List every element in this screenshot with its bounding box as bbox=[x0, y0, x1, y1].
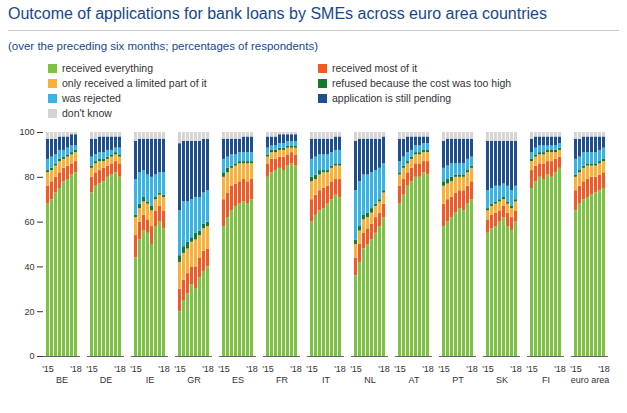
svg-text:'18: '18 bbox=[334, 364, 346, 374]
html-text:Outcome of applications for ba: Outcome of applications for bank loans b… bbox=[8, 5, 547, 22]
svg-text:'18: '18 bbox=[598, 364, 610, 374]
html-text:only received a limited part o: only received a limited part of it bbox=[62, 77, 207, 89]
svg-text:'18: '18 bbox=[290, 364, 302, 374]
svg-text:100: 100 bbox=[19, 127, 34, 137]
svg-text:IE: IE bbox=[146, 375, 155, 385]
svg-text:80: 80 bbox=[24, 172, 34, 182]
svg-text:'15: '15 bbox=[482, 364, 494, 374]
html-text:was rejected: was rejected bbox=[62, 92, 121, 104]
svg-text:40: 40 bbox=[24, 262, 34, 272]
svg-text:'15: '15 bbox=[350, 364, 362, 374]
svg-text:'18: '18 bbox=[554, 364, 566, 374]
svg-text:AT: AT bbox=[409, 375, 420, 385]
svg-text:'18: '18 bbox=[202, 364, 214, 374]
svg-text:'18: '18 bbox=[510, 364, 522, 374]
svg-text:euro area: euro area bbox=[571, 375, 610, 385]
svg-text:0: 0 bbox=[29, 351, 34, 361]
svg-text:'15: '15 bbox=[394, 364, 406, 374]
html-text:received everything: received everything bbox=[62, 62, 154, 74]
svg-text:NL: NL bbox=[364, 375, 376, 385]
svg-text:'18: '18 bbox=[246, 364, 258, 374]
svg-text:IT: IT bbox=[322, 375, 331, 385]
svg-text:ES: ES bbox=[232, 375, 244, 385]
svg-text:'15: '15 bbox=[526, 364, 538, 374]
svg-text:'15: '15 bbox=[218, 364, 230, 374]
svg-text:'18: '18 bbox=[70, 364, 82, 374]
svg-text:FI: FI bbox=[542, 375, 550, 385]
html-text:don't know: don't know bbox=[62, 107, 112, 119]
svg-text:'15: '15 bbox=[174, 364, 186, 374]
svg-text:'15: '15 bbox=[86, 364, 98, 374]
svg-text:GR: GR bbox=[187, 375, 201, 385]
html-text:received most of it: received most of it bbox=[332, 62, 418, 74]
svg-text:20: 20 bbox=[24, 307, 34, 317]
svg-text:'18: '18 bbox=[422, 364, 434, 374]
svg-text:60: 60 bbox=[24, 217, 34, 227]
svg-text:'15: '15 bbox=[130, 364, 142, 374]
svg-text:DE: DE bbox=[100, 375, 113, 385]
svg-text:PT: PT bbox=[452, 375, 464, 385]
svg-text:'15: '15 bbox=[42, 364, 54, 374]
svg-text:'18: '18 bbox=[158, 364, 170, 374]
html-text:(over the preceding six months: (over the preceding six months; percenta… bbox=[8, 40, 318, 52]
svg-text:'15: '15 bbox=[262, 364, 274, 374]
svg-text:'15: '15 bbox=[306, 364, 318, 374]
html-text:refused because the cost was t: refused because the cost was too high bbox=[332, 77, 512, 89]
svg-text:'15: '15 bbox=[438, 364, 450, 374]
svg-text:'18: '18 bbox=[378, 364, 390, 374]
svg-text:BE: BE bbox=[56, 375, 68, 385]
svg-text:'18: '18 bbox=[114, 364, 126, 374]
html-text:application is still pending: application is still pending bbox=[332, 92, 452, 104]
svg-text:'18: '18 bbox=[466, 364, 478, 374]
svg-text:SK: SK bbox=[496, 375, 508, 385]
svg-text:'15: '15 bbox=[570, 364, 582, 374]
svg-text:FR: FR bbox=[276, 375, 288, 385]
